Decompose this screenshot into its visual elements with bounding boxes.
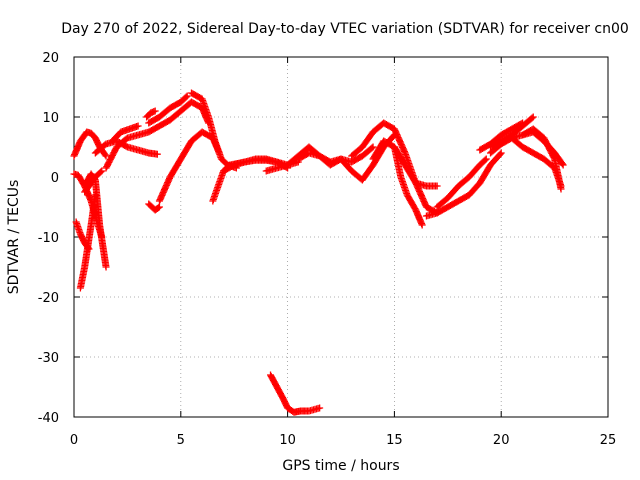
x-tick-label: 20	[493, 433, 510, 448]
series-trace-l	[145, 200, 163, 214]
data-point-marker	[183, 92, 191, 100]
series-trace-z	[433, 155, 490, 211]
x-axis-label: GPS time / hours	[282, 458, 399, 474]
data-point-marker	[153, 150, 161, 158]
series-trace-ae	[519, 125, 565, 193]
data-point-marker	[316, 404, 324, 412]
grid-lines	[74, 57, 608, 417]
y-tick-label: -40	[38, 411, 59, 426]
data-point-marker	[182, 93, 190, 101]
data-point-marker	[368, 144, 376, 152]
series-trace-u	[326, 131, 398, 184]
series-trace-f	[81, 167, 106, 196]
x-tick-label: 25	[600, 433, 617, 448]
y-tick-label: 10	[42, 111, 59, 126]
data-point-marker	[154, 204, 162, 212]
data-point-marker	[482, 155, 490, 163]
x-tick-label: 10	[279, 433, 296, 448]
series-trace-e	[81, 170, 110, 271]
data-point-marker	[557, 185, 565, 193]
data-point-marker	[529, 113, 537, 121]
series-trace-k	[145, 92, 191, 127]
series-trace-w	[369, 137, 426, 229]
y-tick-label: 20	[42, 51, 59, 66]
data-point-marker	[559, 161, 567, 169]
series-trace-h	[102, 98, 213, 172]
data-point-marker	[97, 168, 105, 176]
data-point-marker	[496, 150, 504, 158]
data-point-marker	[134, 122, 142, 130]
data-point-marker	[517, 120, 525, 128]
data-point-marker	[519, 119, 527, 127]
x-tick-label: 5	[177, 433, 185, 448]
data-point-marker	[155, 203, 163, 211]
y-tick-label: -10	[38, 231, 59, 246]
data-point-marker	[433, 182, 441, 190]
y-tick-label: -30	[38, 351, 59, 366]
data-point-marker	[151, 107, 159, 115]
series-trace-x	[390, 143, 441, 190]
y-tick-label: -20	[38, 291, 59, 306]
data-point-marker	[102, 263, 110, 271]
series-trace-ab	[487, 113, 537, 151]
series-trace-i	[108, 122, 142, 145]
data-point-marker	[369, 143, 377, 151]
data-point-marker	[101, 151, 109, 159]
series-trace-n	[187, 89, 240, 172]
x-tick-label: 15	[386, 433, 403, 448]
axis-ticks: 0 5 10 15 20 25 -40 -30 -20 -10 0 10 20	[38, 51, 617, 448]
data-point-marker	[558, 160, 566, 168]
data-point-marker	[497, 149, 505, 157]
data-point-marker	[418, 221, 426, 229]
chart-title: Day 270 of 2022, Sidereal Day-to-day VTE…	[61, 21, 629, 37]
data-point-marker	[528, 114, 536, 122]
y-tick-label: 0	[51, 171, 59, 186]
series-trace-y	[422, 149, 505, 220]
data-points	[70, 89, 567, 416]
x-tick-label: 0	[70, 433, 78, 448]
data-point-marker	[481, 156, 489, 164]
data-point-marker	[98, 167, 106, 175]
series-trace-ac	[476, 119, 527, 154]
series-trace-j	[143, 107, 159, 121]
y-axis-label: SDTVAR / TECUs	[6, 180, 22, 295]
data-point-marker	[102, 152, 110, 160]
series-trace-s	[267, 371, 324, 416]
